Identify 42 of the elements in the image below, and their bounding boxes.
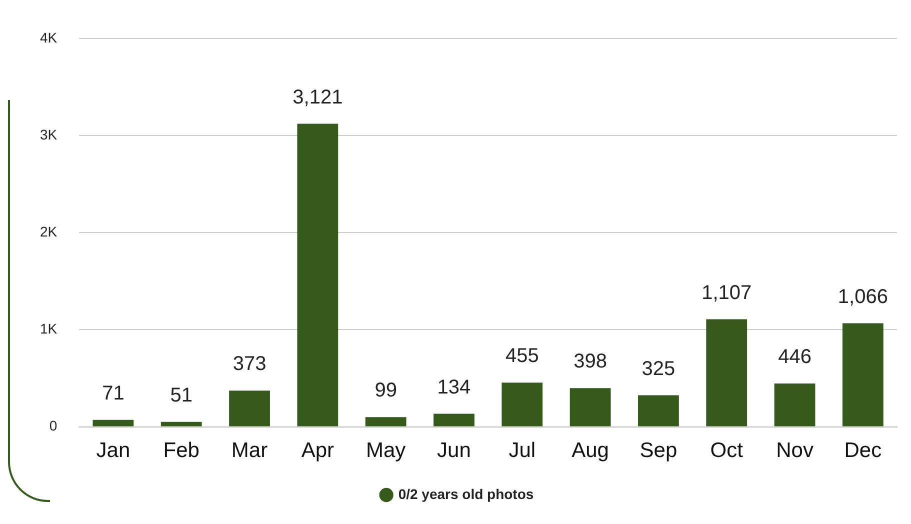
x-tick-label: Nov [776,439,814,462]
x-tick-label: Feb [163,439,200,462]
data-label: 325 [642,358,676,380]
data-label: 1,066 [838,286,888,308]
bar [502,382,543,426]
data-label: 373 [232,353,266,376]
bar [570,388,611,426]
data-label: 51 [170,384,192,406]
data-label: 134 [437,376,471,398]
legend-label: 0/2 years old photos [398,486,534,502]
data-label: 1,107 [702,282,752,304]
data-label: 99 [374,380,397,402]
x-tick-label: Oct [710,439,744,462]
data-label: 71 [102,382,124,404]
x-tick-label: Jan [96,439,130,462]
bar [229,390,270,426]
bar [92,420,134,426]
bar [434,414,474,426]
bar [842,323,884,426]
y-tick-label: 0 [49,418,58,434]
x-tick-label: Mar [231,439,268,462]
x-tick-label: Aug [572,439,609,462]
y-tick-label: 3K [40,126,58,142]
x-tick-label: Jul [508,439,536,462]
data-label: 446 [778,346,812,368]
bar [160,422,202,426]
bar [774,383,816,426]
x-tick-label: May [366,439,406,462]
bar [297,124,338,426]
data-label: 398 [574,350,607,373]
data-label: 3,121 [292,86,343,108]
x-tick-label: Apr [301,439,334,462]
y-tick-label: 4K [40,29,58,46]
x-tick-label: Dec [844,439,882,462]
data-label: 455 [505,345,539,368]
bar [638,395,679,426]
x-tick-label: Sep [640,439,678,462]
y-tick-label: 1K [40,320,58,337]
bar [706,319,748,426]
bar [365,417,406,426]
x-tick-label: Jun [437,439,471,462]
y-tick-label: 2K [40,223,58,240]
